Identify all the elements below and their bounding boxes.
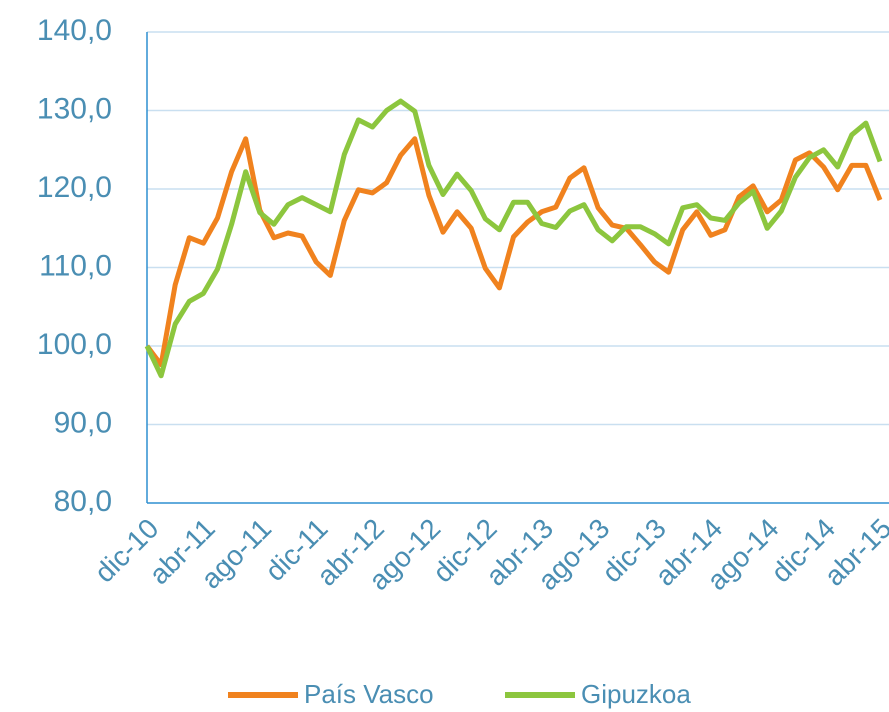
y-tick-label: 100,0 (37, 328, 112, 361)
y-tick-label: 90,0 (54, 406, 112, 439)
legend-label: Gipuzkoa (581, 679, 691, 709)
legend-label: País Vasco (304, 679, 434, 709)
y-tick-label: 80,0 (54, 485, 112, 518)
y-tick-label: 140,0 (37, 14, 112, 47)
line (145, 136, 883, 368)
y-tick-label: 130,0 (37, 92, 112, 125)
line (144, 98, 883, 379)
y-tick-label: 120,0 (37, 171, 112, 204)
y-tick-label: 110,0 (39, 249, 112, 282)
